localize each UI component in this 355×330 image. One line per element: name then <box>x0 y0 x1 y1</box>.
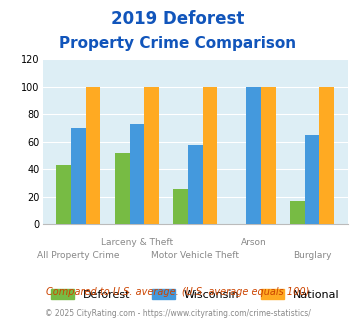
Bar <box>246 87 261 224</box>
Bar <box>320 87 334 224</box>
Text: Burglary: Burglary <box>293 251 331 260</box>
Text: Larceny & Theft: Larceny & Theft <box>101 238 173 247</box>
Bar <box>86 87 100 224</box>
Bar <box>56 165 71 224</box>
Bar <box>130 124 144 224</box>
Text: Motor Vehicle Theft: Motor Vehicle Theft <box>151 251 239 260</box>
Bar <box>305 135 320 224</box>
Bar <box>115 153 130 224</box>
Text: Arson: Arson <box>241 238 267 247</box>
Text: Compared to U.S. average. (U.S. average equals 100): Compared to U.S. average. (U.S. average … <box>46 287 309 297</box>
Text: All Property Crime: All Property Crime <box>37 251 120 260</box>
Bar <box>188 145 203 224</box>
Bar <box>173 189 188 224</box>
Legend: Deforest, Wisconsin, National: Deforest, Wisconsin, National <box>47 285 343 305</box>
Bar <box>261 87 275 224</box>
Bar <box>71 128 86 224</box>
Bar <box>144 87 159 224</box>
Bar <box>203 87 217 224</box>
Text: © 2025 CityRating.com - https://www.cityrating.com/crime-statistics/: © 2025 CityRating.com - https://www.city… <box>45 309 310 317</box>
Bar <box>290 201 305 224</box>
Text: 2019 Deforest: 2019 Deforest <box>111 10 244 28</box>
Text: Property Crime Comparison: Property Crime Comparison <box>59 36 296 51</box>
